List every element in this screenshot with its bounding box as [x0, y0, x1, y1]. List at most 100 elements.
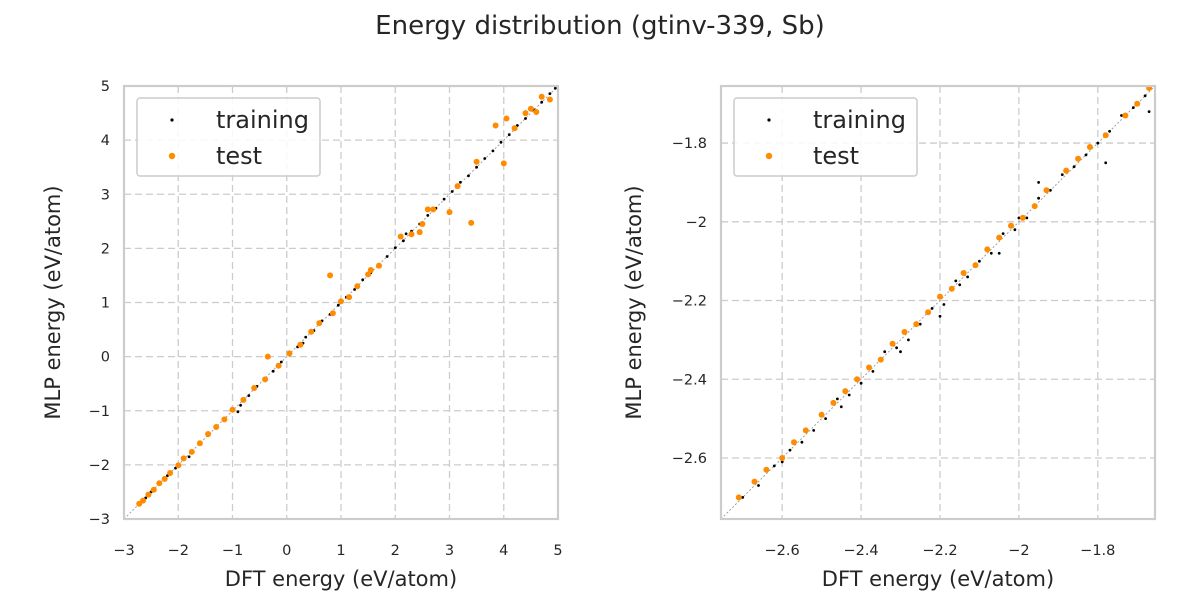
data-point-test [996, 234, 1003, 241]
data-point-training [954, 279, 958, 283]
y-tick-label: −3 [89, 512, 110, 528]
data-point-training [1037, 181, 1040, 184]
data-point-training [989, 251, 993, 255]
data-point-training [402, 239, 405, 243]
data-point-training [1120, 114, 1123, 117]
data-point-training [187, 455, 191, 459]
legend-marker-test [765, 152, 773, 160]
y-tick-label: −2 [89, 458, 110, 474]
data-point-test [1008, 222, 1014, 229]
x-tick-label: −2 [1008, 543, 1029, 559]
data-point-test [1146, 86, 1153, 91]
data-point-training [524, 117, 527, 120]
data-point-training [788, 448, 792, 452]
data-point-test [346, 294, 353, 301]
data-point-training [836, 397, 839, 401]
data-point-test [180, 455, 187, 462]
data-point-test [229, 406, 236, 413]
data-point-test [188, 448, 195, 455]
x-tick-label: −2 [168, 543, 189, 559]
legend-box [136, 97, 321, 177]
data-point-test [802, 427, 809, 434]
data-point-test [500, 160, 507, 167]
data-point-training [236, 410, 240, 414]
data-point-training [475, 165, 478, 169]
data-point-test [473, 158, 480, 165]
x-axis-label: DFT energy (eV/atom) [225, 567, 457, 591]
data-point-test [877, 356, 884, 363]
data-point-test [140, 497, 146, 504]
data-point-test [1134, 100, 1141, 107]
legend-label-training: training [216, 106, 309, 134]
data-point-training [548, 92, 552, 95]
data-point-training [1025, 216, 1029, 220]
y-tick-label: −2.6 [672, 451, 707, 467]
data-point-test [522, 110, 529, 117]
x-tick-label: 0 [282, 543, 291, 559]
data-point-training [353, 288, 356, 291]
data-point-test [538, 93, 545, 100]
data-point-training [800, 440, 804, 444]
data-point-test [818, 411, 825, 418]
data-point-training [899, 350, 902, 354]
data-point-test [1063, 167, 1070, 174]
data-point-test [329, 310, 336, 317]
y-tick-label: −1 [89, 404, 110, 420]
data-point-test [161, 475, 168, 482]
data-point-test [251, 385, 258, 391]
data-point-training [361, 278, 365, 282]
data-point-training [426, 214, 430, 217]
x-tick-label: 4 [499, 543, 508, 559]
data-point-training [1131, 106, 1135, 109]
legend-box [733, 97, 918, 177]
x-tick-label: −1 [222, 543, 243, 559]
legend-marker-training [767, 118, 771, 122]
data-point-test [972, 262, 979, 269]
data-point-test [156, 480, 163, 487]
data-point-training [507, 133, 511, 137]
y-tick-label: −1.8 [672, 136, 707, 152]
y-tick-label: 4 [101, 133, 110, 149]
data-point-test [454, 183, 461, 190]
data-point-training [483, 157, 487, 160]
data-point-test [901, 329, 908, 335]
data-point-training [907, 338, 910, 342]
legend-label-test: test [813, 142, 859, 170]
data-point-training [404, 232, 408, 236]
data-point-training [938, 314, 942, 318]
data-point-test [297, 341, 304, 348]
legend-label-test: test [216, 142, 262, 170]
y-tick-label: −2.2 [672, 294, 707, 310]
data-point-training [304, 335, 308, 339]
data-point-test [419, 221, 426, 227]
data-point-test [264, 353, 271, 360]
data-point-training [1147, 110, 1151, 113]
data-point-test [430, 206, 437, 213]
data-point-test [408, 231, 415, 238]
data-point-training [942, 303, 946, 306]
data-point-training [741, 496, 745, 499]
data-point-training [824, 417, 827, 420]
data-point-test [889, 340, 896, 347]
legend-marker-test [168, 152, 176, 160]
plot-frame [719, 84, 1157, 521]
data-point-test [196, 440, 203, 447]
data-point-test [1086, 144, 1093, 150]
data-point-training [442, 197, 446, 201]
data-point-test [937, 293, 943, 300]
data-point-test [1019, 214, 1026, 221]
x-tick-label: −2.2 [922, 543, 957, 559]
data-point-training [239, 403, 243, 407]
data-point-training [958, 283, 962, 287]
data-point-training [847, 393, 851, 397]
x-tick-label: 2 [391, 543, 400, 559]
data-point-test [546, 96, 553, 103]
series-test [136, 93, 553, 507]
data-point-test [446, 209, 453, 216]
data-point-training [883, 350, 887, 354]
data-point-test [262, 376, 269, 383]
data-point-test [511, 125, 518, 132]
data-point-test [763, 466, 770, 473]
right-panel: −2.6 −2.4 −2.2 −2 −1.8 −2.6 −2.4 −2.2 −2 −1.8 DFT … [622, 84, 1157, 591]
data-point-training [393, 246, 397, 250]
